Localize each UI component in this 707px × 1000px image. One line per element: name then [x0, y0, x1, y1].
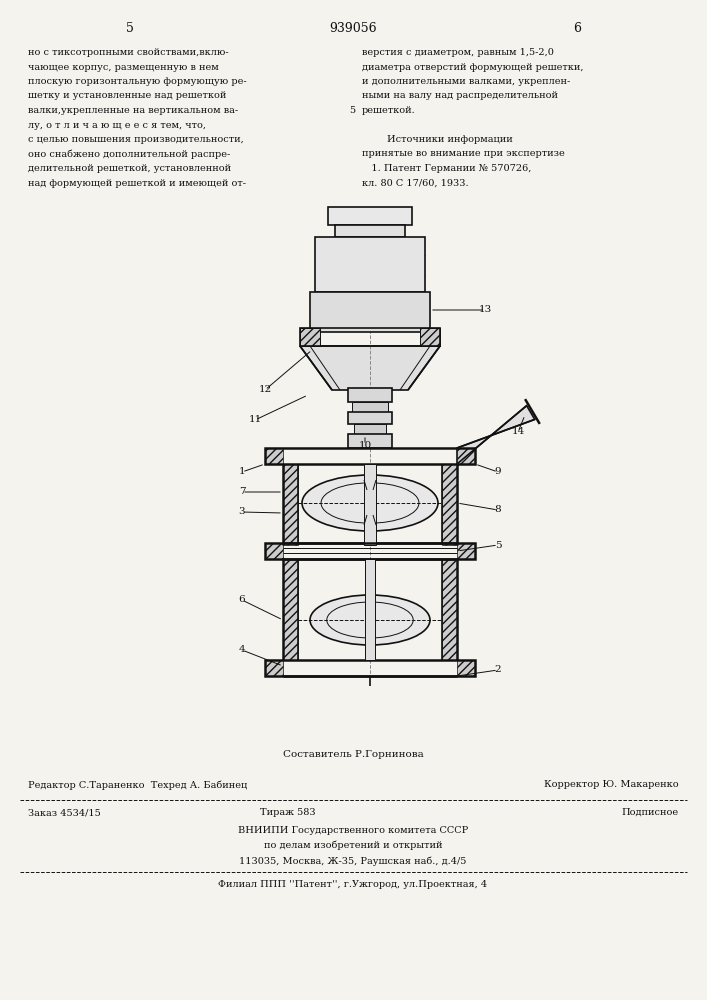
Bar — [328, 207, 412, 225]
Bar — [442, 559, 457, 660]
Bar — [348, 388, 392, 402]
Bar — [354, 424, 386, 434]
Bar — [457, 543, 475, 559]
Bar — [300, 328, 440, 346]
Bar — [265, 543, 283, 559]
Bar — [283, 464, 298, 545]
Text: 11: 11 — [248, 416, 262, 424]
Text: 3: 3 — [239, 508, 245, 516]
Text: оно снабжено дополнительной распре-: оно снабжено дополнительной распре- — [28, 149, 230, 159]
Bar — [365, 559, 375, 660]
Text: Тираж 583: Тираж 583 — [260, 808, 315, 817]
Text: 10: 10 — [358, 440, 372, 450]
Bar — [352, 402, 388, 412]
Text: 113035, Москва, Ж-35, Раушская наб., д.4/5: 113035, Москва, Ж-35, Раушская наб., д.4… — [239, 856, 467, 865]
Bar — [442, 464, 457, 545]
Text: принятые во внимание при экспертизе: принятые во внимание при экспертизе — [362, 149, 565, 158]
Text: делительной решеткой, установленной: делительной решеткой, установленной — [28, 164, 231, 173]
Text: Подписное: Подписное — [622, 808, 679, 817]
Text: 12: 12 — [258, 385, 271, 394]
Bar — [300, 328, 320, 346]
Text: 4: 4 — [239, 646, 245, 654]
Bar — [265, 448, 283, 464]
Text: 8: 8 — [495, 506, 501, 514]
Text: 5: 5 — [349, 106, 355, 115]
Text: плоскую горизонтальную формующую ре-: плоскую горизонтальную формующую ре- — [28, 77, 247, 86]
Text: валки,укрепленные на вертикальном ва-: валки,укрепленные на вертикальном ва- — [28, 106, 238, 115]
Text: и дополнительными валками, укреплен-: и дополнительными валками, укреплен- — [362, 77, 571, 86]
Bar — [315, 237, 425, 292]
Bar — [265, 543, 475, 559]
Text: лу, о т л и ч а ю щ е е с я тем, что,: лу, о т л и ч а ю щ е е с я тем, что, — [28, 120, 206, 129]
Text: 5: 5 — [495, 540, 501, 550]
Bar — [457, 448, 475, 464]
Ellipse shape — [310, 595, 430, 645]
Text: 5: 5 — [126, 22, 134, 35]
Text: Заказ 4534/15: Заказ 4534/15 — [28, 808, 101, 817]
Text: ВНИИПИ Государственного комитета СССР: ВНИИПИ Государственного комитета СССР — [238, 826, 468, 835]
Text: 6: 6 — [239, 595, 245, 604]
Bar — [348, 434, 392, 448]
Text: с целью повышения производительности,: с целью повышения производительности, — [28, 135, 244, 144]
Text: кл. 80 С 17/60, 1933.: кл. 80 С 17/60, 1933. — [362, 178, 469, 188]
Text: 939056: 939056 — [329, 22, 377, 35]
Bar — [364, 464, 376, 545]
Bar — [265, 660, 475, 676]
Bar — [420, 328, 440, 346]
Text: Редактор С.Тараненко  Техред А. Бабинец: Редактор С.Тараненко Техред А. Бабинец — [28, 780, 247, 790]
Bar — [457, 660, 475, 676]
Polygon shape — [457, 406, 534, 464]
Text: 14: 14 — [511, 428, 525, 436]
Text: 2: 2 — [495, 666, 501, 674]
Text: ными на валу над распределительной: ными на валу над распределительной — [362, 92, 558, 101]
Text: 7: 7 — [239, 488, 245, 496]
Text: Источники информации: Источники информации — [362, 135, 513, 144]
Text: 13: 13 — [479, 306, 491, 314]
Text: 1: 1 — [239, 468, 245, 477]
Bar — [310, 292, 430, 332]
Ellipse shape — [302, 475, 438, 531]
Text: шетку и установленные над решеткой: шетку и установленные над решеткой — [28, 92, 226, 101]
Text: Составитель Р.Горнинова: Составитель Р.Горнинова — [283, 750, 423, 759]
Text: Филиал ППП ''Патент'', г.Ужгород, ул.Проектная, 4: Филиал ППП ''Патент'', г.Ужгород, ул.Про… — [218, 880, 488, 889]
Polygon shape — [300, 346, 440, 390]
Bar — [265, 448, 475, 464]
Text: 1. Патент Германии № 570726,: 1. Патент Германии № 570726, — [362, 164, 532, 173]
Text: верстия с диаметром, равным 1,5-2,0: верстия с диаметром, равным 1,5-2,0 — [362, 48, 554, 57]
Text: но с тиксотропными свойствами,вклю-: но с тиксотропными свойствами,вклю- — [28, 48, 228, 57]
Text: чающее корпус, размещенную в нем: чающее корпус, размещенную в нем — [28, 62, 218, 72]
Bar — [283, 559, 298, 660]
Text: по делам изобретений и открытий: по делам изобретений и открытий — [264, 841, 443, 850]
Text: диаметра отверстий формующей решетки,: диаметра отверстий формующей решетки, — [362, 62, 583, 72]
Text: 6: 6 — [573, 22, 581, 35]
Bar — [348, 412, 392, 424]
Text: Корректор Ю. Макаренко: Корректор Ю. Макаренко — [544, 780, 679, 789]
Text: 9: 9 — [495, 468, 501, 477]
Text: решеткой.: решеткой. — [362, 106, 416, 115]
Bar — [335, 225, 405, 237]
Text: над формующей решеткой и имеющей от-: над формующей решеткой и имеющей от- — [28, 178, 246, 188]
Bar — [265, 660, 283, 676]
